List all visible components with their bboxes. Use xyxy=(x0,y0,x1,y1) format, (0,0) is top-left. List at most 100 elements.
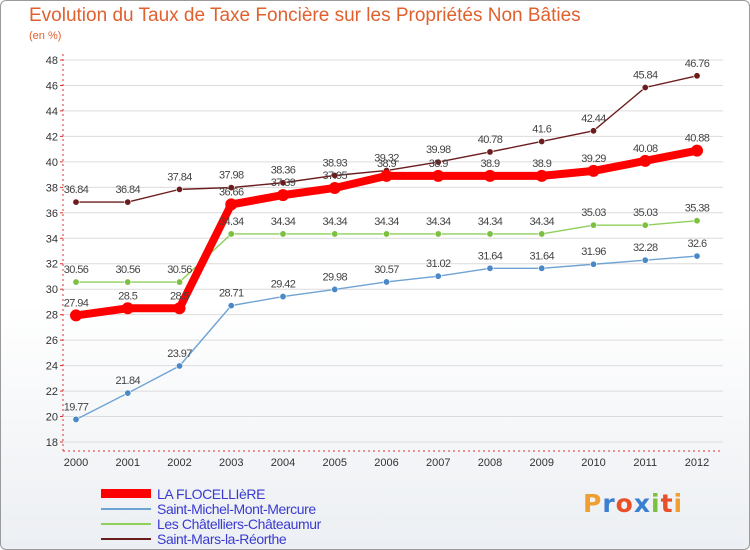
logo-letter: x xyxy=(633,489,651,518)
data-label: 39.32 xyxy=(374,153,399,165)
logo-letter: i xyxy=(651,489,661,518)
y-tick-label: 40 xyxy=(46,157,58,169)
x-tick-label: 2012 xyxy=(685,457,709,469)
data-label: 29.98 xyxy=(322,271,347,283)
legend-label: Saint-Michel-Mont-Mercure xyxy=(157,500,316,517)
x-tick-label: 2000 xyxy=(64,457,88,469)
data-point xyxy=(486,148,494,156)
data-label: 23.97 xyxy=(167,348,192,360)
data-point xyxy=(641,84,649,92)
x-tick-label: 2010 xyxy=(581,457,605,469)
data-label: 21.84 xyxy=(115,375,140,387)
data-label: 40.08 xyxy=(633,143,658,155)
data-point xyxy=(70,309,82,322)
chart-unit-label: (en %) xyxy=(29,30,62,42)
data-label: 34.34 xyxy=(271,216,296,228)
x-tick-label: 2005 xyxy=(323,457,347,469)
data-label: 34.34 xyxy=(322,216,347,228)
data-label: 28.5 xyxy=(170,290,189,302)
data-label: 35.03 xyxy=(581,207,606,219)
data-point xyxy=(380,169,393,182)
y-tick-label: 26 xyxy=(46,335,58,347)
data-label: 30.56 xyxy=(115,264,140,276)
data-label: 38.9 xyxy=(429,158,448,170)
data-label: 32.28 xyxy=(633,242,658,254)
data-point xyxy=(535,169,548,182)
data-point xyxy=(173,302,186,315)
data-point xyxy=(587,164,600,177)
logo-letter: o xyxy=(615,489,634,518)
x-tick-label: 2007 xyxy=(426,457,450,469)
data-point xyxy=(434,158,442,166)
data-label: 37.95 xyxy=(322,170,347,182)
axes: 18 20 22 24 26 28 30 32 34 36 38 40 42 44 46 48 2000 2001… xyxy=(46,54,723,469)
data-point xyxy=(328,181,341,194)
x-tick-label: 2004 xyxy=(271,457,295,469)
legend-item: Les Châtelliers-Châteaumur xyxy=(101,515,321,532)
data-label: 40.78 xyxy=(478,134,503,146)
data-label: 45.84 xyxy=(633,70,658,82)
data-label: 40.88 xyxy=(685,133,710,145)
y-tick-label: 36 xyxy=(46,208,58,220)
data-label: 31.02 xyxy=(426,258,451,270)
data-label: 32.6 xyxy=(687,238,706,250)
legend-item: LA FLOCELLIèRE xyxy=(101,486,321,502)
y-tick-label: 18 xyxy=(46,437,58,449)
data-label: 34.34 xyxy=(478,216,503,228)
data-point xyxy=(693,252,701,260)
data-point xyxy=(331,285,339,293)
data-label: 41.6 xyxy=(532,123,551,135)
data-point xyxy=(72,278,80,286)
data-point xyxy=(176,278,184,286)
grid-lines xyxy=(63,59,723,443)
data-point xyxy=(176,185,184,193)
data-point xyxy=(434,272,442,280)
data-point xyxy=(382,278,390,286)
data-point xyxy=(124,198,132,206)
data-point xyxy=(121,302,134,315)
data-label: 38.9 xyxy=(532,158,551,170)
y-tick-label: 34 xyxy=(46,233,58,245)
data-point xyxy=(691,144,703,157)
data-label: 34.34 xyxy=(219,216,244,228)
data-point xyxy=(124,278,132,286)
legend-item: Saint-Mars-la-Réorthe xyxy=(101,531,321,547)
data-label: 31.64 xyxy=(478,250,503,262)
data-label: 31.64 xyxy=(529,250,554,262)
data-label: 27.94 xyxy=(64,297,89,309)
data-label: 36.84 xyxy=(64,184,89,196)
proxiti-logo: Proxiti xyxy=(583,489,683,518)
x-tick-label: 2001 xyxy=(116,457,140,469)
data-point xyxy=(382,230,390,238)
legend-label: Les Châtelliers-Châteaumur xyxy=(157,515,321,532)
y-tick-label: 42 xyxy=(46,131,58,143)
data-point xyxy=(434,230,442,238)
data-point xyxy=(432,169,445,182)
data-label: 39.29 xyxy=(581,153,606,165)
x-tick-label: 2011 xyxy=(633,457,657,469)
y-tick-label: 22 xyxy=(46,386,58,398)
x-tick-label: 2003 xyxy=(219,457,243,469)
data-label: 35.38 xyxy=(685,203,710,215)
y-tick-label: 24 xyxy=(46,361,58,373)
data-point xyxy=(176,362,184,370)
logo-letter: t xyxy=(660,489,674,518)
x-tick-label: 2002 xyxy=(167,457,191,469)
data-label: 29.42 xyxy=(271,279,296,291)
data-point xyxy=(225,198,238,211)
data-label: 37.39 xyxy=(271,177,296,189)
data-label: 30.57 xyxy=(374,264,399,276)
data-point xyxy=(72,198,80,206)
data-point xyxy=(693,217,701,225)
data-point xyxy=(589,260,597,268)
data-label: 28.5 xyxy=(118,290,137,302)
data-label: 34.34 xyxy=(426,216,451,228)
data-label: 31.96 xyxy=(581,246,606,258)
data-label: 39.98 xyxy=(426,144,451,156)
data-labels: 36.84 36.84 37.84 37.98 38.36 38.93 39.32 39.98… xyxy=(64,58,711,414)
legend-swatch xyxy=(101,522,151,525)
data-point xyxy=(589,221,597,229)
data-label: 30.56 xyxy=(167,264,192,276)
x-tick-label: 2006 xyxy=(374,457,398,469)
